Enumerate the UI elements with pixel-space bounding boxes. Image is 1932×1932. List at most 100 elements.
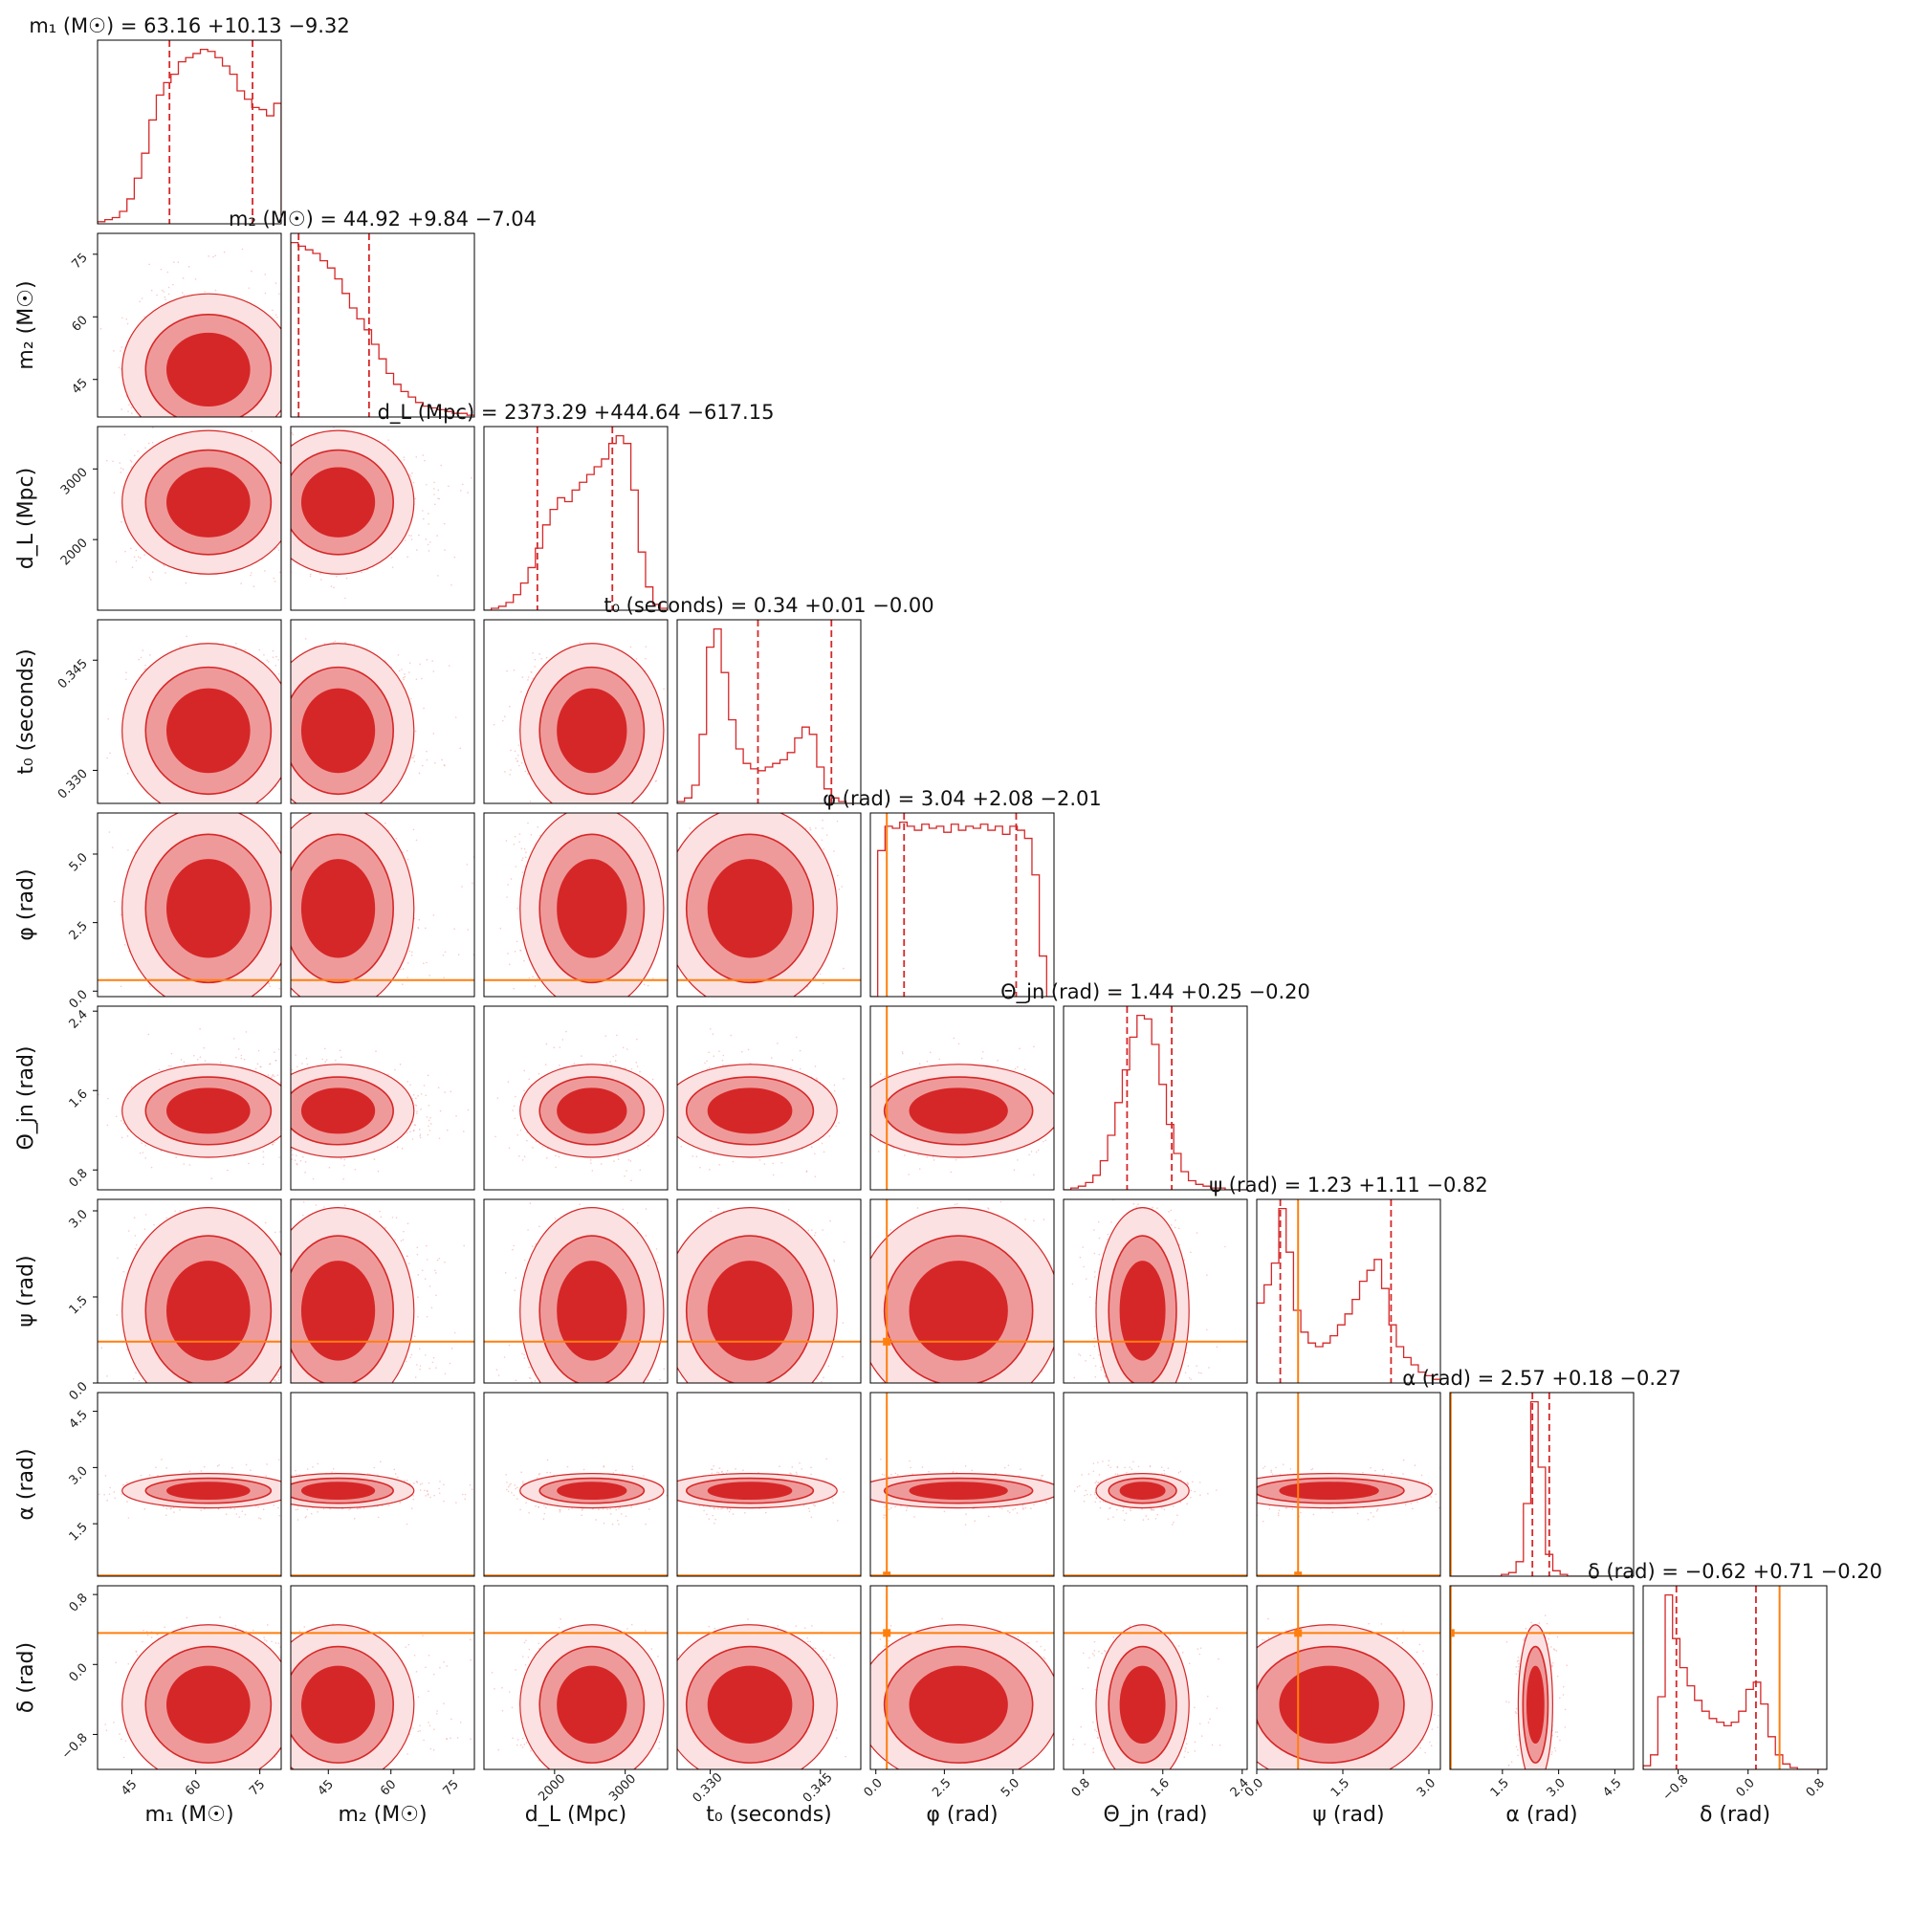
sample-point [248,287,251,289]
sample-point [530,670,532,673]
sample-point [185,582,187,584]
sample-point [143,554,145,556]
sample-point [250,574,252,577]
sample-point [129,459,132,462]
sample-point [125,678,127,681]
sample-point [353,643,356,646]
sample-point [459,747,461,750]
sample-point [137,450,139,452]
sample-point [336,575,338,578]
panel-m1-m1: m₁ (M☉) = 63.16 +10.13 −9.32 [29,14,350,225]
sample-point [126,772,129,775]
sample-point [240,582,242,584]
sample-point [403,458,406,461]
sample-point [214,254,216,257]
sample-point [426,483,428,486]
sample-point [113,492,116,494]
sample-point [292,433,295,436]
sample-point [423,707,425,710]
sample-point [194,278,197,280]
sample-point [272,649,274,652]
sample-point [137,556,140,559]
sample-point [275,655,277,658]
sample-point [131,412,133,414]
panel-frame [97,232,282,418]
sample-point [148,576,151,579]
sample-point [444,764,446,767]
sample-point [428,523,430,525]
sample-point [421,677,423,680]
sample-point [144,668,147,670]
sample-point [183,294,186,296]
sample-point [418,534,420,537]
y-axis-label-dL: d_L (Mpc) [14,468,38,569]
sample-point [273,577,275,580]
histogram-m2 [291,241,474,417]
sample-point [437,575,439,577]
panel-content [291,427,472,600]
sample-point [161,289,164,292]
sample-point [333,586,335,589]
sample-point [330,585,333,587]
sample-point [208,255,209,257]
sample-point [419,663,421,666]
sample-point [235,642,237,645]
sample-point [432,488,435,490]
sample-point [151,441,154,444]
sample-point [278,415,281,417]
sample-point [109,752,111,755]
sample-point [276,547,278,549]
sample-point [270,450,273,452]
sample-point [130,547,132,550]
sample-point [415,456,418,458]
sample-point [212,255,214,258]
sample-point [460,490,462,492]
sample-point [390,557,393,559]
sample-point [251,270,252,273]
sample-point [125,671,127,673]
sample-point [319,579,322,581]
panel-content [484,427,668,610]
sample-point [291,432,294,434]
sample-point [471,476,472,479]
panel-frame [483,426,669,611]
sample-point [431,660,433,662]
sample-point [438,497,441,500]
sample-point [422,517,425,520]
panel-title-dL: d_L (Mpc) = 2373.29 +444.64 −617.15 [378,401,775,425]
sample-point [448,665,450,667]
sample-point [150,289,153,292]
contour-inner [300,688,376,774]
sample-point [118,366,121,369]
sample-point [126,322,129,325]
panel-frame [97,39,282,225]
y-tick-label: 3000 [58,466,91,498]
sample-point [411,472,413,474]
sample-point [433,494,435,495]
sample-point [177,261,180,263]
sample-point [99,327,102,330]
sample-point [107,717,109,720]
y-tick-label: 75 [70,251,91,272]
sample-point [164,296,166,298]
sample-point [397,654,400,656]
y-tick-label: 2000 [58,536,91,568]
sample-point [428,513,429,515]
sample-point [151,571,154,574]
sample-point [263,653,265,656]
sample-point [436,535,438,537]
sample-point [413,760,416,762]
sample-point [223,251,226,253]
sample-point [432,733,435,735]
panel-frame [97,426,282,611]
sample-point [119,462,121,464]
sample-point [422,510,424,512]
sample-point [410,535,412,537]
sample-point [156,294,158,296]
sample-point [264,274,267,275]
sample-point [167,286,170,289]
sample-point [391,566,394,568]
sample-point [414,730,417,733]
sample-point [334,640,337,643]
